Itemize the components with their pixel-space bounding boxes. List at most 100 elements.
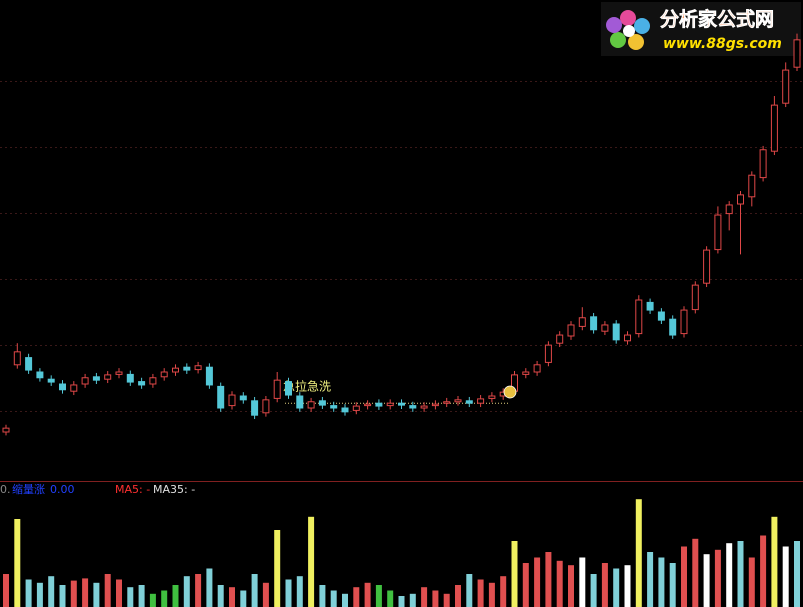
volume-bar <box>771 516 778 607</box>
volume-bar <box>624 565 631 607</box>
candle-body <box>364 403 372 407</box>
volume-bar <box>714 549 721 607</box>
candle-body <box>59 383 66 391</box>
candle-body <box>160 371 168 378</box>
candle-body <box>104 374 112 380</box>
volume-bar <box>398 596 405 607</box>
volume-bar <box>240 590 247 607</box>
volume-bar <box>70 580 77 607</box>
volume-bar <box>375 585 382 607</box>
candle-body <box>138 381 146 386</box>
volume-bar <box>25 579 32 607</box>
money-bag-icon <box>503 385 517 399</box>
candle-body <box>691 284 699 311</box>
volume-bar <box>364 582 371 607</box>
logo-flower <box>606 10 650 50</box>
candle-body <box>624 334 631 342</box>
volume-bar <box>285 579 292 607</box>
volume-bar <box>669 563 676 607</box>
volume-bar <box>579 557 586 607</box>
volume-bar <box>93 582 100 607</box>
volume-bar <box>161 590 168 607</box>
volume-bar <box>353 587 360 607</box>
candle-body <box>217 385 225 409</box>
volume-bar <box>296 576 303 607</box>
candle-body <box>578 317 586 327</box>
volume-bar <box>229 587 235 607</box>
candle-body <box>612 323 620 341</box>
annotation: 急拉急洗 <box>283 379 331 394</box>
volume-bar <box>262 582 269 607</box>
volume-bar <box>127 587 134 607</box>
candle-body <box>228 394 236 407</box>
candle-body <box>285 381 292 396</box>
candle-body <box>2 427 10 433</box>
volume-bar <box>590 574 597 607</box>
candle-body <box>251 400 259 416</box>
volume-bar <box>82 578 89 607</box>
volume-bar <box>104 574 111 607</box>
volume-bar <box>274 530 281 607</box>
candle-body <box>635 299 643 335</box>
candle-body <box>522 371 530 375</box>
candle-body <box>680 309 688 335</box>
candle-body <box>431 403 439 407</box>
volume-bar <box>3 574 9 607</box>
candle-body <box>770 104 778 152</box>
volume-bar <box>342 593 348 607</box>
logo-name: 分析家公式网 <box>660 8 774 31</box>
volume-bar <box>206 568 213 607</box>
volume-bar <box>466 574 473 607</box>
candle-body <box>296 395 304 409</box>
volume-bar <box>556 560 563 607</box>
legend-prefix: 0. <box>0 483 11 496</box>
volume-bar <box>658 557 665 607</box>
candle-body <box>488 395 496 399</box>
candle-body <box>646 301 654 311</box>
volume-bar <box>308 516 315 607</box>
volume-bar <box>59 585 66 607</box>
volume-bar <box>36 582 43 607</box>
candle-body <box>477 398 485 404</box>
candle-body <box>567 324 575 337</box>
candle-body <box>409 405 417 409</box>
volume-bar <box>703 554 710 607</box>
candle-body <box>194 365 202 371</box>
volume-bar <box>601 563 608 607</box>
candle-body <box>443 401 451 404</box>
candle-body <box>759 149 767 179</box>
volume-bar <box>488 582 495 607</box>
candle-body <box>205 366 213 386</box>
candle-body <box>725 204 733 215</box>
volume-bar <box>138 585 145 607</box>
candle-body <box>36 371 44 379</box>
volume-bar <box>635 499 642 607</box>
candle-body <box>13 351 21 366</box>
volume-bar <box>782 546 789 607</box>
candle-body <box>793 39 801 68</box>
legend-indicator: 缩量涨 <box>12 483 45 496</box>
candle-body <box>126 373 134 383</box>
volume-bar <box>794 541 800 607</box>
volume-bar <box>568 565 574 607</box>
volume-bar <box>432 590 439 607</box>
volume-bar <box>692 538 699 607</box>
candle-body <box>420 405 428 409</box>
volume-bar <box>48 576 55 607</box>
candle-body <box>556 334 564 344</box>
volume-bar <box>409 593 416 607</box>
candle-body <box>375 402 383 407</box>
candle-body <box>669 318 677 336</box>
candle-body <box>92 376 100 381</box>
candle-body <box>262 399 270 414</box>
candle-body <box>81 377 89 385</box>
volume-bar <box>149 593 156 607</box>
volume-bar <box>760 535 767 607</box>
volume-bar <box>319 585 326 607</box>
candle-body <box>601 324 609 332</box>
volume-bar <box>14 519 21 607</box>
candle-body <box>307 401 315 409</box>
candle-body <box>748 174 756 198</box>
volume-bar <box>455 585 461 607</box>
volume-bar <box>116 579 122 607</box>
